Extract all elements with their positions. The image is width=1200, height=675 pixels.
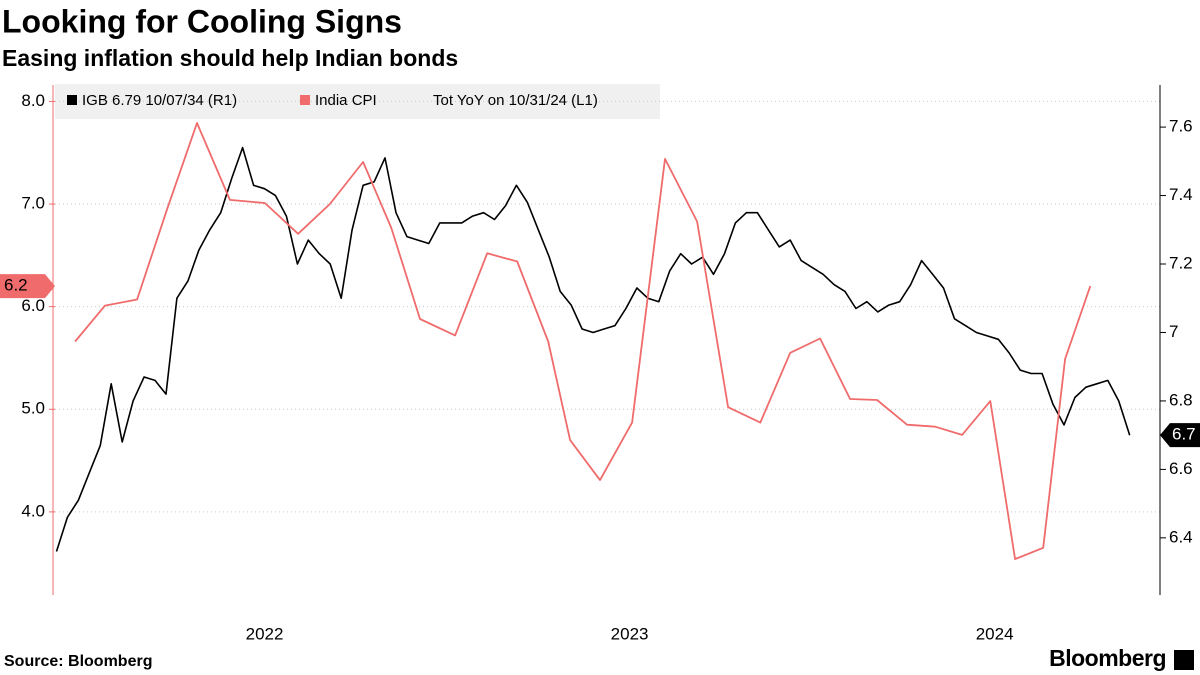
chart-title: Looking for Cooling Signs <box>2 3 402 39</box>
legend-swatch <box>67 95 77 105</box>
y-tick-label: 4.0 <box>21 501 45 520</box>
y2-tick-label: 7.4 <box>1169 185 1193 204</box>
y2-tick-label: 6.4 <box>1169 527 1193 546</box>
brand-icon <box>1174 650 1194 670</box>
x-tick-label: 2024 <box>976 624 1014 643</box>
y2-tick-label: 7.6 <box>1169 117 1193 136</box>
y2-tick-label: 7 <box>1169 322 1178 341</box>
source: Source: Bloomberg <box>4 653 152 670</box>
last-value-label: 6.2 <box>4 276 28 295</box>
legend-note: Tot YoY on 10/31/24 (L1) <box>433 92 598 109</box>
x-tick-label: 2022 <box>246 624 284 643</box>
chart-subtitle: Easing inflation should help Indian bond… <box>2 45 458 71</box>
last-value-tag <box>1160 423 1200 448</box>
x-tick-label: 2023 <box>611 624 649 643</box>
y2-tick-label: 6.6 <box>1169 459 1193 478</box>
series-line <box>74 122 1092 560</box>
legend-label: India CPI <box>315 92 377 109</box>
legend-label: IGB 6.79 10/07/34 (R1) <box>82 92 237 109</box>
last-value-label: 6.7 <box>1172 425 1196 444</box>
y2-tick-label: 7.2 <box>1169 253 1193 272</box>
last-value-tag <box>0 274 55 299</box>
brand: Bloomberg <box>1049 645 1166 671</box>
y-tick-label: 5.0 <box>21 399 45 418</box>
legend-swatch <box>300 95 310 105</box>
series-line <box>55 146 1131 552</box>
y-tick-label: 8.0 <box>21 91 45 110</box>
y2-tick-label: 6.8 <box>1169 390 1193 409</box>
y-tick-label: 6.0 <box>21 296 45 315</box>
y-tick-label: 7.0 <box>21 194 45 213</box>
